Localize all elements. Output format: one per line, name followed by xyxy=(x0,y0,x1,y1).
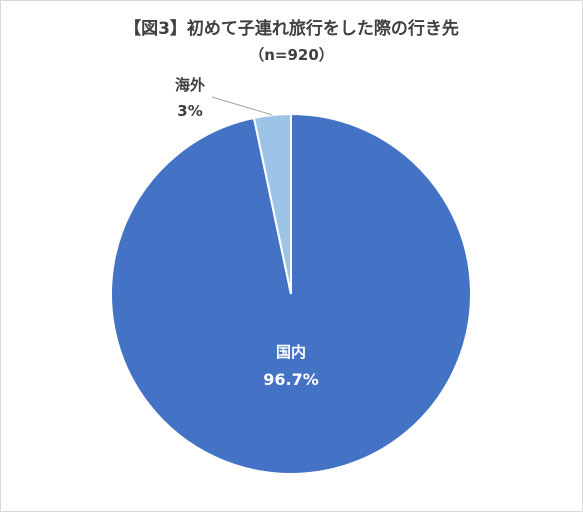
pie-slice-1 xyxy=(252,112,292,295)
slice-value-label: 96.7% xyxy=(263,370,319,389)
pie-labels: 国内 96.7% 海外 3% xyxy=(175,76,319,389)
pie-slices xyxy=(109,112,472,475)
chart-title: 【図3】初めて子連れ旅行をした際の行き先 xyxy=(124,19,459,39)
slice-category-label: 海外 xyxy=(175,76,205,94)
leader-line xyxy=(211,96,273,116)
slice-value-label: 3% xyxy=(177,102,202,120)
slice-category-label: 国内 xyxy=(276,343,306,361)
chart-subtitle: （n=920） xyxy=(249,46,334,64)
